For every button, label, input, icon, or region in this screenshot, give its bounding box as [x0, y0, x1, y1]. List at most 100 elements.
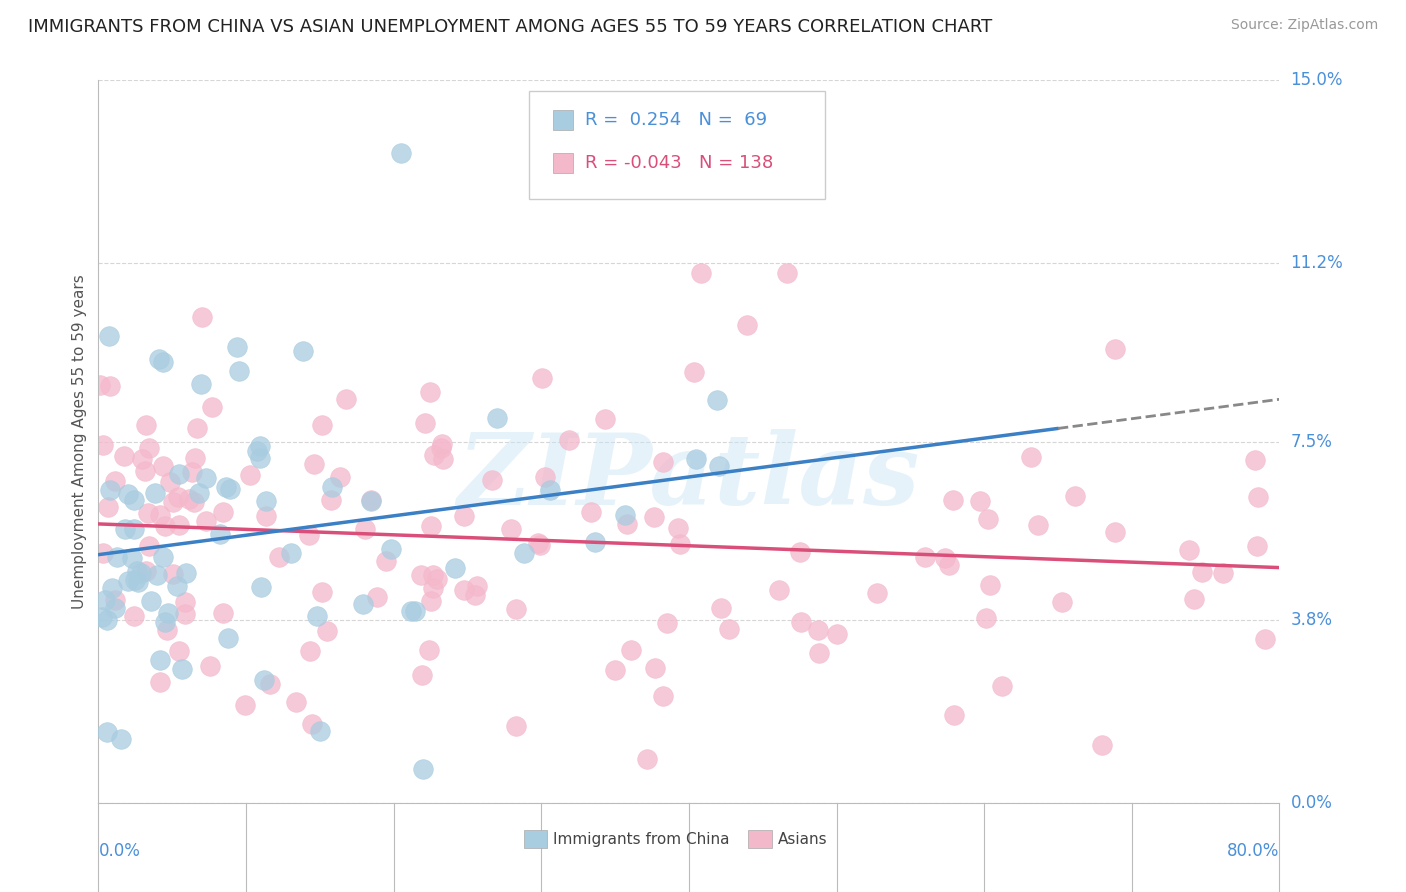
- Point: [149, 508, 172, 522]
- Point: [465, 579, 488, 593]
- Point: [558, 433, 581, 447]
- Point: [141, 594, 163, 608]
- Point: [129, 566, 152, 580]
- Point: [735, 318, 758, 332]
- Text: ZIPatlas: ZIPatlas: [458, 429, 920, 526]
- Point: [186, 421, 208, 435]
- Text: Source: ZipAtlas.com: Source: ZipAtlas.com: [1230, 18, 1378, 32]
- Point: [166, 579, 188, 593]
- Point: [426, 572, 449, 586]
- Point: [190, 376, 212, 391]
- Point: [181, 466, 204, 480]
- Text: 11.2%: 11.2%: [1291, 254, 1343, 272]
- Point: [195, 514, 218, 528]
- Point: [1063, 489, 1085, 503]
- Point: [187, 485, 209, 500]
- Point: [162, 566, 184, 581]
- Point: [254, 494, 277, 508]
- Point: [768, 583, 790, 598]
- FancyBboxPatch shape: [530, 91, 825, 200]
- Point: [259, 677, 281, 691]
- Point: [215, 480, 238, 494]
- Point: [529, 538, 551, 552]
- Point: [138, 540, 160, 554]
- Point: [481, 474, 503, 488]
- FancyBboxPatch shape: [523, 830, 547, 848]
- Point: [127, 574, 149, 589]
- Point: [1019, 450, 1042, 465]
- Point: [148, 675, 170, 690]
- Point: [284, 695, 307, 709]
- Point: [200, 658, 222, 673]
- Text: IMMIGRANTS FROM CHINA VS ASIAN UNEMPLOYMENT AMONG AGES 55 TO 59 YEARS CORRELATIO: IMMIGRANTS FROM CHINA VS ASIAN UNEMPLOYM…: [28, 18, 993, 36]
- Point: [707, 459, 730, 474]
- Point: [579, 505, 602, 519]
- Point: [153, 615, 176, 630]
- Point: [512, 546, 534, 560]
- Point: [453, 508, 475, 523]
- Point: [531, 371, 554, 385]
- Point: [419, 593, 441, 607]
- Point: [157, 606, 180, 620]
- Y-axis label: Unemployment Among Ages 55 to 59 years: Unemployment Among Ages 55 to 59 years: [72, 274, 87, 609]
- Text: 15.0%: 15.0%: [1291, 71, 1343, 89]
- Point: [974, 610, 997, 624]
- Point: [117, 574, 139, 588]
- Point: [183, 450, 205, 465]
- Point: [93, 593, 115, 607]
- Point: [174, 607, 197, 621]
- Point: [422, 448, 444, 462]
- Point: [666, 521, 689, 535]
- Point: [201, 400, 224, 414]
- Point: [1254, 632, 1277, 646]
- Point: [422, 581, 444, 595]
- Point: [117, 487, 139, 501]
- Point: [352, 597, 374, 611]
- Point: [114, 522, 136, 536]
- Point: [152, 458, 174, 473]
- Text: 0.0%: 0.0%: [98, 842, 141, 860]
- Point: [146, 568, 169, 582]
- Point: [208, 526, 231, 541]
- Point: [195, 471, 218, 485]
- Point: [309, 723, 332, 738]
- Point: [505, 719, 527, 733]
- Point: [420, 518, 443, 533]
- Point: [98, 379, 121, 393]
- Point: [104, 474, 127, 488]
- Point: [412, 762, 434, 776]
- Point: [486, 410, 509, 425]
- Point: [453, 582, 475, 597]
- Point: [825, 627, 848, 641]
- Point: [173, 595, 195, 609]
- Point: [152, 549, 174, 564]
- Point: [89, 378, 111, 392]
- Point: [669, 537, 692, 551]
- Point: [211, 606, 233, 620]
- Point: [1104, 525, 1126, 540]
- Point: [914, 550, 936, 565]
- Point: [380, 541, 402, 556]
- Point: [219, 482, 242, 496]
- Point: [135, 565, 157, 579]
- Point: [411, 667, 433, 681]
- Point: [683, 365, 706, 379]
- Point: [233, 698, 256, 712]
- Point: [148, 351, 170, 366]
- Point: [311, 417, 333, 432]
- Point: [991, 679, 1014, 693]
- Point: [614, 508, 637, 522]
- Point: [411, 567, 433, 582]
- Text: R = -0.043   N = 138: R = -0.043 N = 138: [585, 154, 773, 172]
- Point: [159, 475, 181, 489]
- Point: [690, 266, 713, 280]
- Point: [652, 689, 675, 703]
- Point: [291, 344, 314, 359]
- Point: [246, 444, 269, 458]
- Point: [710, 601, 733, 615]
- Text: Asians: Asians: [778, 832, 827, 847]
- Point: [105, 550, 128, 565]
- Point: [464, 588, 486, 602]
- Point: [124, 522, 146, 536]
- Point: [389, 145, 412, 160]
